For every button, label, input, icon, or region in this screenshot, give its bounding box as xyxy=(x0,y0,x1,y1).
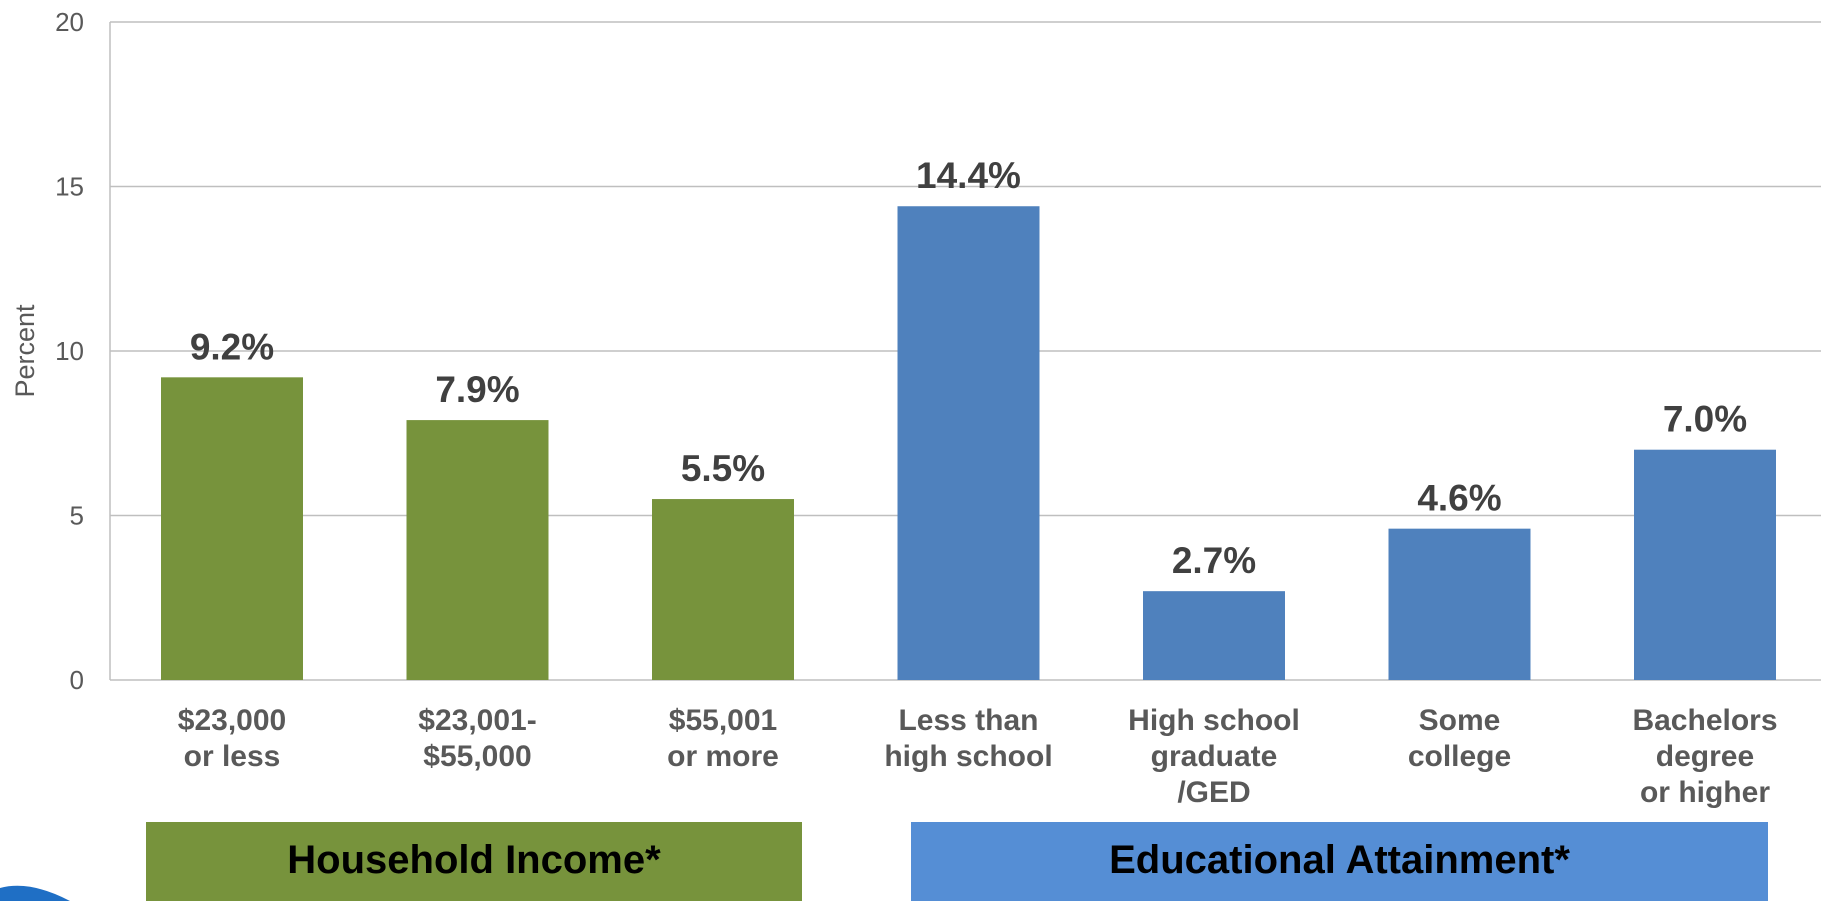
category-label: high school xyxy=(884,740,1052,773)
category-label: or less xyxy=(184,740,281,773)
corner-accent-shape xyxy=(0,885,70,901)
category-label: High school xyxy=(1128,704,1300,737)
y-tick-label: 0 xyxy=(70,665,84,695)
y-tick-label: 5 xyxy=(70,501,84,531)
group-banner-label: Educational Attainment* xyxy=(1109,838,1570,882)
category-label: $23,001- xyxy=(418,704,536,737)
group-banner xyxy=(911,822,1768,901)
y-axis-ticks: 0 5 10 15 20 xyxy=(55,7,84,695)
y-tick-label: 20 xyxy=(55,7,84,37)
category-label: degree xyxy=(1656,740,1754,773)
group-banner-label: Household Income* xyxy=(287,838,661,882)
category-label: graduate xyxy=(1151,740,1278,773)
bar xyxy=(1143,591,1285,680)
y-tick-label: 15 xyxy=(55,172,84,202)
category-label: $55,001 xyxy=(669,704,777,737)
bar xyxy=(652,499,794,680)
data-label: 9.2% xyxy=(190,326,274,367)
category-label: Bachelors xyxy=(1632,704,1777,737)
bar xyxy=(1388,528,1531,680)
category-label: college xyxy=(1408,740,1511,773)
category-label: $55,000 xyxy=(423,740,531,773)
bar xyxy=(161,377,303,680)
category-label: $23,000 xyxy=(178,704,286,737)
group-banners: Household Income* Educational Attainment* xyxy=(146,822,1768,901)
bar xyxy=(406,420,549,680)
y-tick-label: 10 xyxy=(55,336,84,366)
category-label: Some xyxy=(1419,704,1501,737)
data-label: 7.0% xyxy=(1663,399,1747,440)
bar xyxy=(897,206,1040,681)
group-banner xyxy=(146,822,802,901)
data-label: 2.7% xyxy=(1172,540,1256,581)
category-label: or more xyxy=(667,740,779,773)
category-label: Less than xyxy=(898,704,1038,737)
data-labels: 9.2% 7.9% 5.5% 14.4% 2.7% 4.6% 7.0% xyxy=(190,155,1747,581)
bar xyxy=(1634,449,1776,680)
bars xyxy=(161,206,1776,681)
data-label: 14.4% xyxy=(916,155,1021,196)
category-label: or higher xyxy=(1640,776,1770,809)
y-axis-title: Percent xyxy=(10,304,40,398)
data-label: 4.6% xyxy=(1417,478,1501,519)
data-label: 5.5% xyxy=(681,448,765,489)
data-label: 7.9% xyxy=(435,369,519,410)
category-label: /GED xyxy=(1177,776,1250,809)
